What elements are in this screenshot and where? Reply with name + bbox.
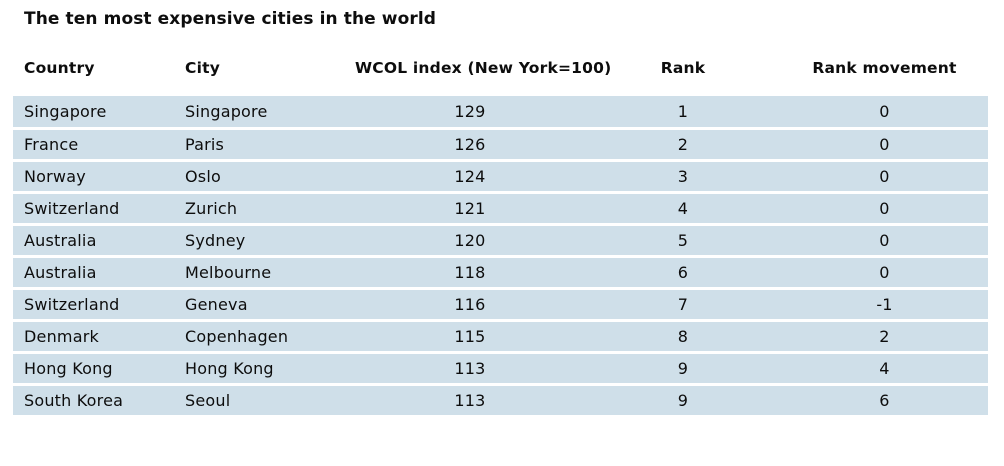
table-row: Switzerland Geneva 116 7 -1 — [13, 288, 988, 322]
cell-wcol-index: 113 — [355, 352, 585, 386]
cell-city: Paris — [185, 128, 355, 162]
cell-wcol-index: 115 — [355, 320, 585, 354]
cell-wcol-index: 118 — [355, 256, 585, 290]
cell-rank-movement: 0 — [781, 128, 988, 162]
expensive-cities-table: Country City WCOL index (New York=100) R… — [13, 55, 988, 418]
cell-city: Seoul — [185, 384, 355, 418]
cell-rank: 2 — [585, 128, 781, 162]
cell-country: France — [13, 128, 185, 162]
cell-country: Australia — [13, 256, 185, 290]
cell-rank: 9 — [585, 352, 781, 386]
cell-country: Switzerland — [13, 192, 185, 226]
cell-rank: 8 — [585, 320, 781, 354]
table-header-row: Country City WCOL index (New York=100) R… — [13, 55, 988, 96]
cell-country: Denmark — [13, 320, 185, 354]
table-body: Singapore Singapore 129 1 0 France Paris 126 2 0 N… — [13, 96, 988, 418]
cell-country: Australia — [13, 224, 185, 258]
cell-city: Hong Kong — [185, 352, 355, 386]
cell-rank-movement: -1 — [781, 288, 988, 322]
cell-city: Geneva — [185, 288, 355, 322]
cell-wcol-index: 121 — [355, 192, 585, 226]
table-row: South Korea Seoul 113 9 6 — [13, 384, 988, 418]
table-row: Norway Oslo 124 3 0 — [13, 160, 988, 194]
cell-country: South Korea — [13, 384, 185, 418]
cell-country: Singapore — [13, 96, 185, 130]
cell-wcol-index: 126 — [355, 128, 585, 162]
cell-rank-movement: 0 — [781, 192, 988, 226]
cell-country: Hong Kong — [13, 352, 185, 386]
cell-rank-movement: 4 — [781, 352, 988, 386]
cell-rank-movement: 0 — [781, 160, 988, 194]
cell-city: Copenhagen — [185, 320, 355, 354]
cell-rank-movement: 2 — [781, 320, 988, 354]
col-header-rank: Rank — [660, 59, 706, 77]
col-header-wcol-index: WCOL index (New York=100) — [355, 59, 612, 77]
table-row: France Paris 126 2 0 — [13, 128, 988, 162]
cell-wcol-index: 120 — [355, 224, 585, 258]
cell-rank: 6 — [585, 256, 781, 290]
cell-rank-movement: 0 — [781, 256, 988, 290]
cell-city: Oslo — [185, 160, 355, 194]
cell-rank: 3 — [585, 160, 781, 194]
cell-rank: 1 — [585, 96, 781, 130]
cell-rank: 9 — [585, 384, 781, 418]
table-row: Hong Kong Hong Kong 113 9 4 — [13, 352, 988, 386]
col-header-country: Country — [24, 59, 95, 77]
table-row: Singapore Singapore 129 1 0 — [13, 96, 988, 130]
cell-rank: 7 — [585, 288, 781, 322]
table-row: Australia Melbourne 118 6 0 — [13, 256, 988, 290]
table-row: Australia Sydney 120 5 0 — [13, 224, 988, 258]
cell-country: Norway — [13, 160, 185, 194]
cell-rank-movement: 0 — [781, 96, 988, 130]
cell-rank-movement: 0 — [781, 224, 988, 258]
cell-city: Melbourne — [185, 256, 355, 290]
page-title: The ten most expensive cities in the wor… — [24, 9, 437, 29]
cell-city: Sydney — [185, 224, 355, 258]
cell-wcol-index: 116 — [355, 288, 585, 322]
cell-wcol-index: 113 — [355, 384, 585, 418]
cell-wcol-index: 129 — [355, 96, 585, 130]
cell-rank-movement: 6 — [781, 384, 988, 418]
cell-city: Singapore — [185, 96, 355, 130]
col-header-city: City — [185, 59, 221, 77]
cell-country: Switzerland — [13, 288, 185, 322]
cell-rank: 4 — [585, 192, 781, 226]
table-row: Switzerland Zurich 121 4 0 — [13, 192, 988, 226]
cell-city: Zurich — [185, 192, 355, 226]
table-row: Denmark Copenhagen 115 8 2 — [13, 320, 988, 354]
cell-rank: 5 — [585, 224, 781, 258]
col-header-rank-movement: Rank movement — [812, 59, 957, 77]
cell-wcol-index: 124 — [355, 160, 585, 194]
